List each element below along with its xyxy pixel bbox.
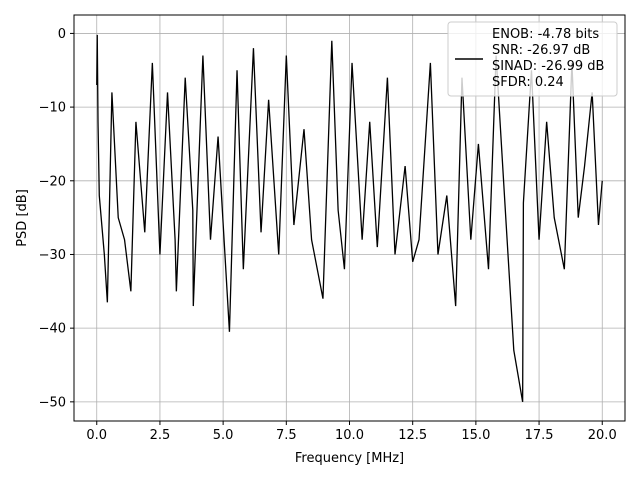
x-tick-label: 15.0 [461, 428, 490, 443]
x-tick-label: 2.5 [150, 428, 171, 443]
x-tick-label: 10.0 [335, 428, 364, 443]
x-axis-ticks: 0.0 2.5 5.0 7.5 10.0 12.5 15.0 17.5 20.0 [86, 421, 617, 443]
y-tick-label: −20 [39, 174, 66, 189]
legend-line-sinad: SINAD: -26.99 dB [492, 59, 604, 74]
legend: ENOB: -4.78 bits SNR: -26.97 dB SINAD: -… [447, 21, 618, 97]
x-axis-label: Frequency [MHz] [295, 451, 404, 466]
y-tick-label: −50 [39, 395, 66, 410]
legend-line-snr: SNR: -26.97 dB [492, 43, 590, 58]
x-tick-label: 0.0 [86, 428, 107, 443]
psd-series-line [96, 34, 603, 402]
y-tick-label: −40 [39, 322, 66, 337]
y-tick-label: 0 [58, 27, 66, 42]
x-tick-label: 12.5 [398, 428, 427, 443]
x-tick-label: 7.5 [276, 428, 297, 443]
legend-box [447, 21, 618, 97]
x-tick-label: 17.5 [525, 428, 554, 443]
legend-line-enob: ENOB: -4.78 bits [492, 27, 599, 42]
y-axis-ticks: 0 −10 −20 −30 −40 −50 [39, 27, 74, 410]
y-tick-label: −30 [39, 248, 66, 263]
y-axis-label: PSD [dB] [15, 189, 30, 247]
y-tick-label: −10 [39, 101, 66, 116]
x-tick-label: 5.0 [213, 428, 234, 443]
legend-line-sfdr: SFDR: 0.24 [492, 75, 564, 90]
x-tick-label: 20.0 [588, 428, 617, 443]
